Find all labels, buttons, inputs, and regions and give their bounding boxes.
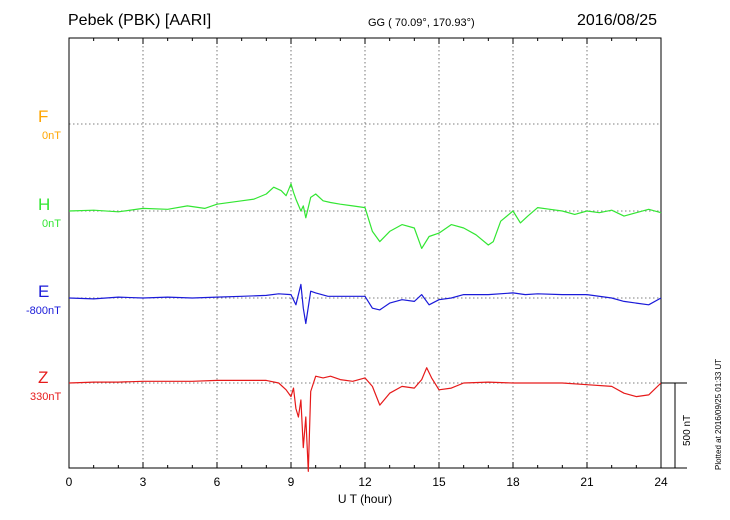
series-baseline-f: 0nT: [42, 130, 61, 142]
x-axis-ticks: 0 3 6 9 12 15 18 21 24: [66, 38, 668, 489]
x-tick-label: 24: [654, 475, 668, 489]
station-title: Pebek (PBK) [AARI]: [68, 12, 212, 29]
coordinates-label: GG ( 70.09°, 170.93°): [368, 17, 475, 29]
series-label-e: E: [38, 282, 50, 301]
series-traces: [68, 183, 662, 472]
series-baseline-e: -800nT: [26, 305, 61, 317]
series-line-e: [68, 283, 662, 325]
series-baseline-h: 0nT: [42, 218, 61, 230]
x-tick-label: 12: [358, 475, 372, 489]
series-label-f: F: [38, 107, 49, 126]
x-tick-label: 6: [214, 475, 221, 489]
x-tick-label: 15: [432, 475, 446, 489]
date-label: 2016/08/25: [577, 12, 658, 29]
plotted-timestamp: Plotted at 2016/09/25 01:33 UT: [714, 358, 723, 470]
scale-bar-label: 500 nT: [682, 414, 693, 446]
scale-bar: [661, 382, 687, 469]
x-tick-label: 0: [66, 475, 73, 489]
series-label-h: H: [38, 195, 51, 214]
x-tick-label: 21: [580, 475, 594, 489]
x-axis-label: U T (hour): [338, 492, 392, 506]
series-baseline-z: 330nT: [30, 391, 62, 403]
x-tick-label: 3: [140, 475, 147, 489]
series-label-z: Z: [38, 368, 49, 387]
x-tick-label: 9: [288, 475, 295, 489]
series-line-z: [68, 367, 662, 472]
chart-grid: [69, 38, 661, 468]
series-line-h: [68, 183, 662, 249]
x-tick-label: 18: [506, 475, 520, 489]
